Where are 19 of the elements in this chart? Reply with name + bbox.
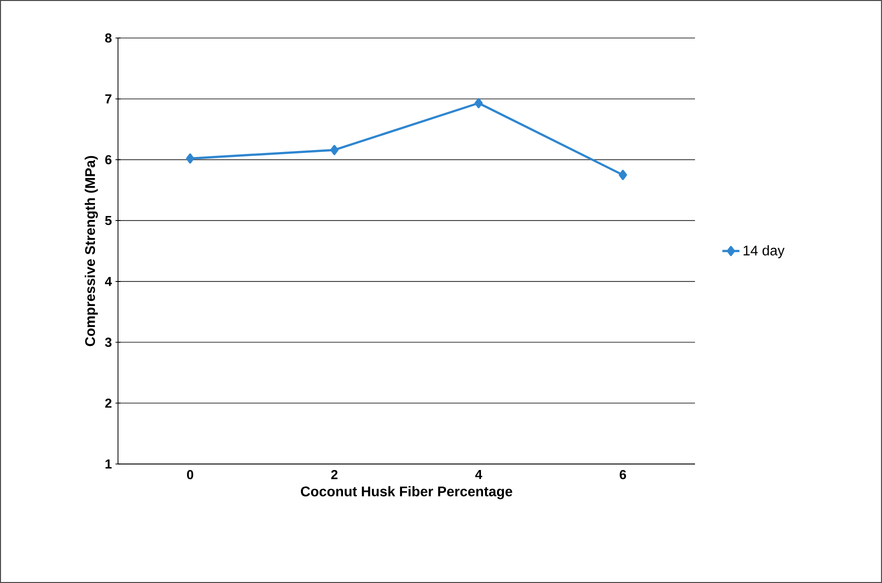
x-tick-label: 6 xyxy=(620,470,626,480)
y-tick-label: 3 xyxy=(105,338,112,347)
y-tick-label: 8 xyxy=(105,33,112,43)
x-tick-label: 0 xyxy=(187,470,194,480)
y-tick-label: 4 xyxy=(104,276,112,286)
point xyxy=(330,144,338,156)
y-axis-title: Compressive Strength (MPa) xyxy=(84,156,98,346)
x-axis-title: Coconut Husk Fiber Percentage xyxy=(300,486,512,500)
y-tick-label: 7 xyxy=(105,94,112,104)
point xyxy=(186,153,194,164)
y-tick-label: 2 xyxy=(105,398,112,408)
y-tick-label: 5 xyxy=(105,216,112,226)
y-tick-label: 1 xyxy=(106,460,112,468)
x-tick-label: 4 xyxy=(475,470,482,479)
legend-label: 14 day xyxy=(744,245,785,258)
y-tick-label: 6 xyxy=(105,155,112,164)
x-tick-label: 2 xyxy=(331,470,338,480)
point xyxy=(618,170,627,180)
point xyxy=(474,98,483,108)
